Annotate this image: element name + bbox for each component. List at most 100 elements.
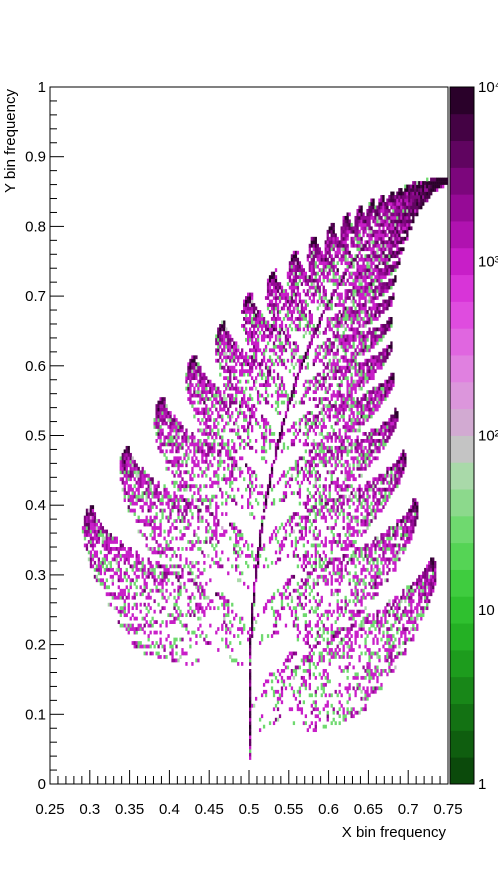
heatmap-cell xyxy=(145,473,148,478)
heatmap-cell xyxy=(346,428,349,433)
heatmap-cell xyxy=(360,438,363,443)
heatmap-cell xyxy=(404,637,407,642)
heatmap-cell xyxy=(306,728,309,733)
heatmap-cell xyxy=(346,438,349,443)
heatmap-cell xyxy=(143,616,146,621)
heatmap-cell xyxy=(187,372,190,377)
heatmap-cell xyxy=(213,480,216,485)
heatmap-cell xyxy=(376,571,379,576)
heatmap-cell xyxy=(352,501,355,506)
heatmap-cell xyxy=(372,686,375,691)
heatmap-cell xyxy=(225,512,228,516)
heatmap-cell xyxy=(338,581,341,586)
heatmap-cell xyxy=(392,553,395,558)
heatmap-cell xyxy=(123,574,126,579)
heatmap-cell xyxy=(390,669,393,673)
heatmap-cell xyxy=(121,578,124,583)
heatmap-cell xyxy=(308,675,311,680)
heatmap-cell xyxy=(181,494,184,499)
heatmap-cell xyxy=(247,435,250,440)
heatmap-cell xyxy=(328,411,331,415)
heatmap-cell xyxy=(89,515,93,520)
heatmap-cell xyxy=(215,418,218,422)
heatmap-cell xyxy=(159,581,162,586)
heatmap-cell xyxy=(392,428,395,433)
heatmap-cell xyxy=(310,634,313,638)
heatmap-cell xyxy=(139,494,142,499)
heatmap-cell xyxy=(378,400,381,405)
heatmap-cell xyxy=(131,567,134,572)
heatmap-cell xyxy=(221,459,224,464)
heatmap-cell xyxy=(89,540,93,544)
heatmap-cell xyxy=(231,487,234,492)
heatmap-cell xyxy=(370,484,373,489)
heatmap-cell xyxy=(137,480,140,485)
heatmap-cell xyxy=(177,512,180,516)
heatmap-cell xyxy=(256,553,260,558)
heatmap-cell xyxy=(362,411,365,415)
heatmap-cell xyxy=(362,466,365,471)
heatmap-cell xyxy=(362,515,365,520)
heatmap-cell xyxy=(314,456,317,461)
heatmap-cell xyxy=(348,693,351,698)
heatmap-cell xyxy=(280,693,284,698)
heatmap-cell xyxy=(163,574,166,579)
heatmap-cell xyxy=(225,641,228,645)
heatmap-cell xyxy=(334,372,337,377)
heatmap-cell xyxy=(292,606,296,611)
heatmap-cell xyxy=(201,393,204,398)
heatmap-cell xyxy=(280,595,284,600)
heatmap-cell xyxy=(199,602,202,607)
heatmap-cell xyxy=(394,414,397,419)
heatmap-cell xyxy=(368,414,371,419)
heatmap-cell xyxy=(237,487,240,492)
heatmap-cell xyxy=(434,574,437,579)
heatmap-cell xyxy=(292,550,296,555)
heatmap-cell xyxy=(85,519,89,523)
heatmap-cell xyxy=(149,595,152,600)
heatmap-cell xyxy=(195,634,198,638)
heatmap-cell xyxy=(404,599,407,604)
heatmap-cell xyxy=(239,390,242,394)
heatmap-cell xyxy=(398,606,401,611)
heatmap-cell xyxy=(145,543,148,548)
heatmap-cell xyxy=(412,519,415,523)
heatmap-cell xyxy=(358,487,361,492)
heatmap-cell xyxy=(119,459,122,464)
heatmap-cell xyxy=(141,491,144,496)
heatmap-cell xyxy=(350,623,353,628)
heatmap-cell xyxy=(418,592,421,597)
heatmap-cell xyxy=(149,560,152,565)
heatmap-cell xyxy=(308,428,311,433)
heatmap-cell xyxy=(348,463,351,468)
heatmap-cell xyxy=(217,564,220,569)
heatmap-cell xyxy=(290,529,294,534)
heatmap-cell xyxy=(406,515,409,520)
heatmap-cell xyxy=(372,477,375,482)
heatmap-cell xyxy=(205,397,208,401)
heatmap-cell xyxy=(358,473,361,478)
heatmap-cell xyxy=(235,550,238,555)
heatmap-cell xyxy=(402,651,405,656)
heatmap-cell xyxy=(231,522,234,527)
heatmap-cell xyxy=(366,484,369,489)
heatmap-cell xyxy=(376,400,379,405)
heatmap-cell xyxy=(362,564,365,569)
heatmap-cell xyxy=(155,505,158,509)
heatmap-cell xyxy=(250,411,254,415)
heatmap-cell xyxy=(380,386,383,391)
heatmap-cell xyxy=(280,383,284,388)
heatmap-cell xyxy=(314,390,317,394)
heatmap-cell xyxy=(318,372,321,377)
heatmap-cell xyxy=(235,393,238,398)
heatmap-cell xyxy=(336,693,339,698)
heatmap-cell xyxy=(314,526,317,530)
heatmap-cell xyxy=(95,526,99,530)
heatmap-cell xyxy=(416,581,419,586)
heatmap-cell xyxy=(278,393,282,398)
heatmap-cell xyxy=(280,421,284,426)
heatmap-cell xyxy=(352,648,355,652)
heatmap-cell xyxy=(187,602,190,607)
heatmap-cell xyxy=(207,432,210,436)
heatmap-cell xyxy=(318,560,321,565)
